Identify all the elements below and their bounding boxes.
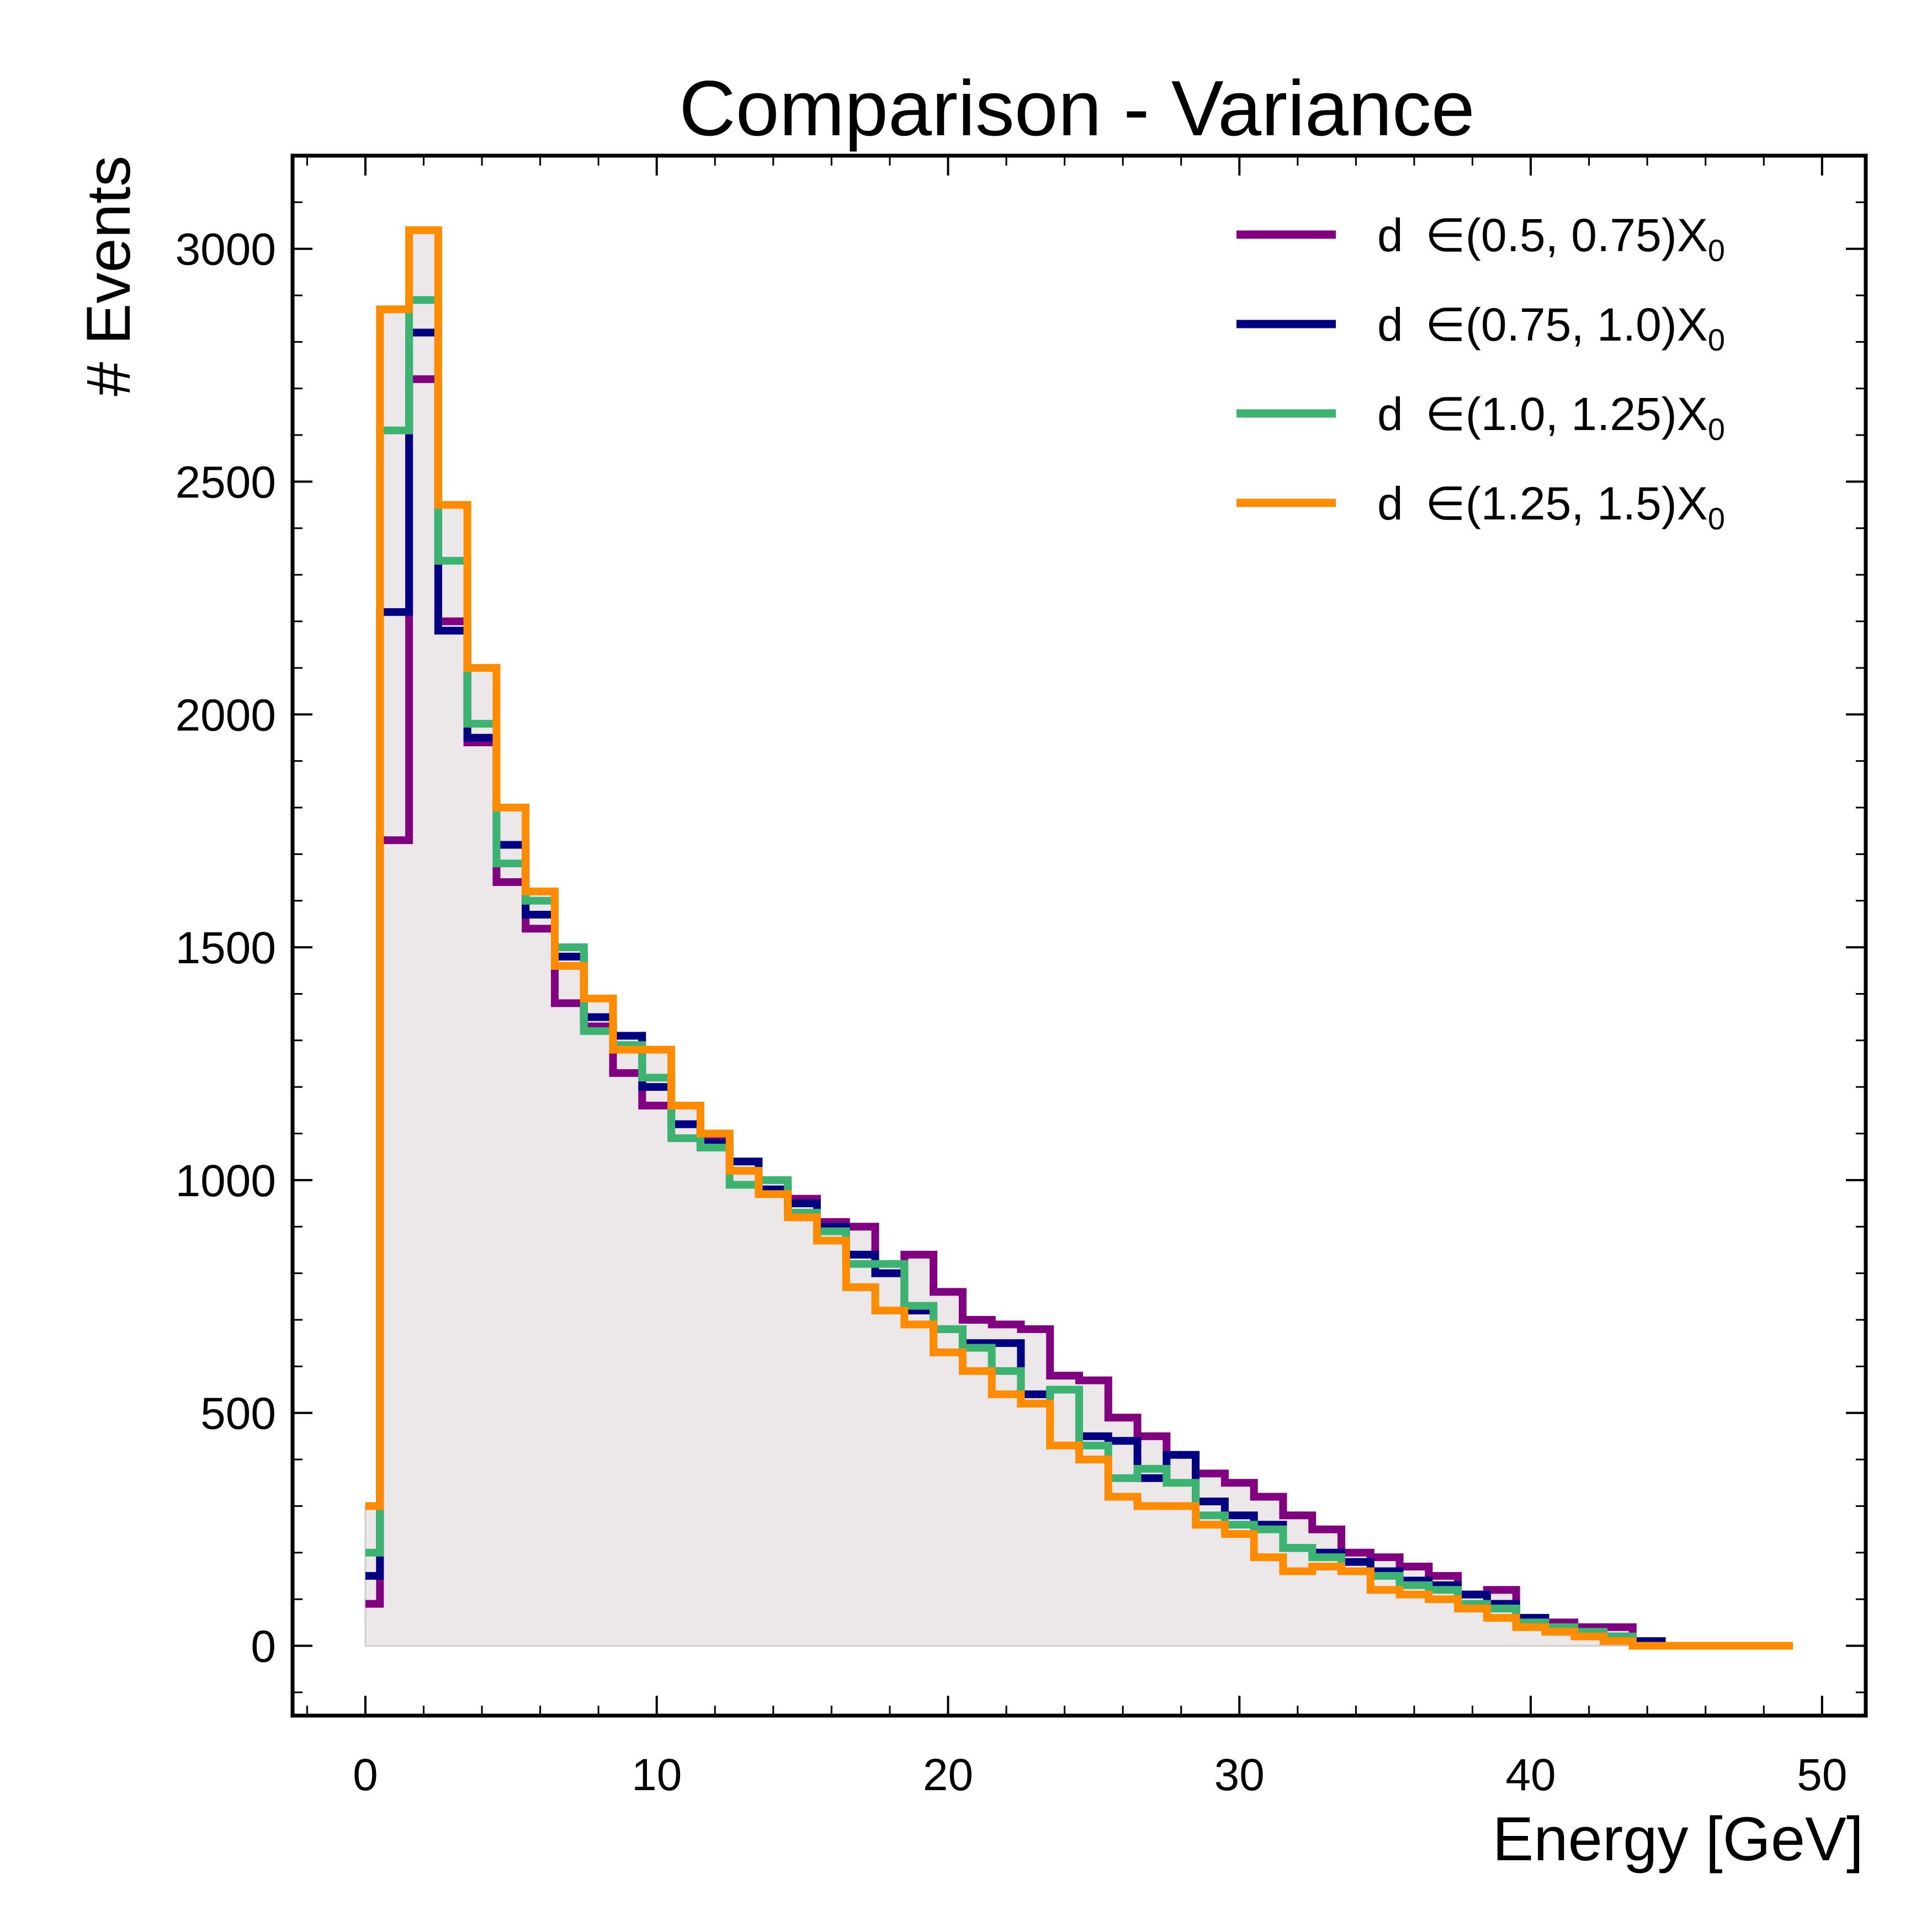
legend-label: d ∈(1.25, 1.5)X0 xyxy=(1377,477,1725,536)
legend-label: d ∈(0.5, 0.75)X0 xyxy=(1377,209,1725,268)
y-axis-label: # Events xyxy=(74,156,143,396)
y-tick-label: 2000 xyxy=(176,690,276,740)
x-tick-label: 20 xyxy=(923,1750,973,1800)
chart-title: Comparison - Variance xyxy=(679,65,1475,152)
x-axis-label: Energy [GeV] xyxy=(1493,1804,1864,1873)
legend-label: d ∈(1.0, 1.25)X0 xyxy=(1377,388,1725,447)
x-tick-label: 0 xyxy=(353,1750,378,1800)
y-tick-label: 1500 xyxy=(176,923,276,973)
plot-frame xyxy=(290,153,1868,1718)
y-tick-label: 0 xyxy=(251,1621,276,1671)
x-tick-label: 30 xyxy=(1214,1750,1265,1800)
legend-entry-4: d ∈(1.25, 1.5)X0 xyxy=(1236,477,1725,536)
series-line-4 xyxy=(365,226,1793,1650)
y-tick-label: 3000 xyxy=(176,225,276,275)
y-tick-label: 2500 xyxy=(176,458,276,508)
x-tick-label: 50 xyxy=(1797,1750,1847,1800)
x-tick-label: 10 xyxy=(631,1750,682,1800)
legend: d ∈(0.5, 0.75)X0 d ∈(0.75, 1.0)X0 d ∈(1.0, 1.… xyxy=(1236,209,1725,536)
y-tick-label: 1000 xyxy=(176,1156,276,1206)
series-layer xyxy=(365,226,1793,1650)
legend-label: d ∈(0.75, 1.0)X0 xyxy=(1377,299,1725,357)
legend-entry-2: d ∈(0.75, 1.0)X0 xyxy=(1236,299,1725,357)
y-tick-label: 500 xyxy=(200,1389,276,1439)
x-tick-label: 40 xyxy=(1505,1750,1556,1800)
legend-entry-3: d ∈(1.0, 1.25)X0 xyxy=(1236,388,1725,447)
legend-entry-1: d ∈(0.5, 0.75)X0 xyxy=(1236,209,1725,268)
